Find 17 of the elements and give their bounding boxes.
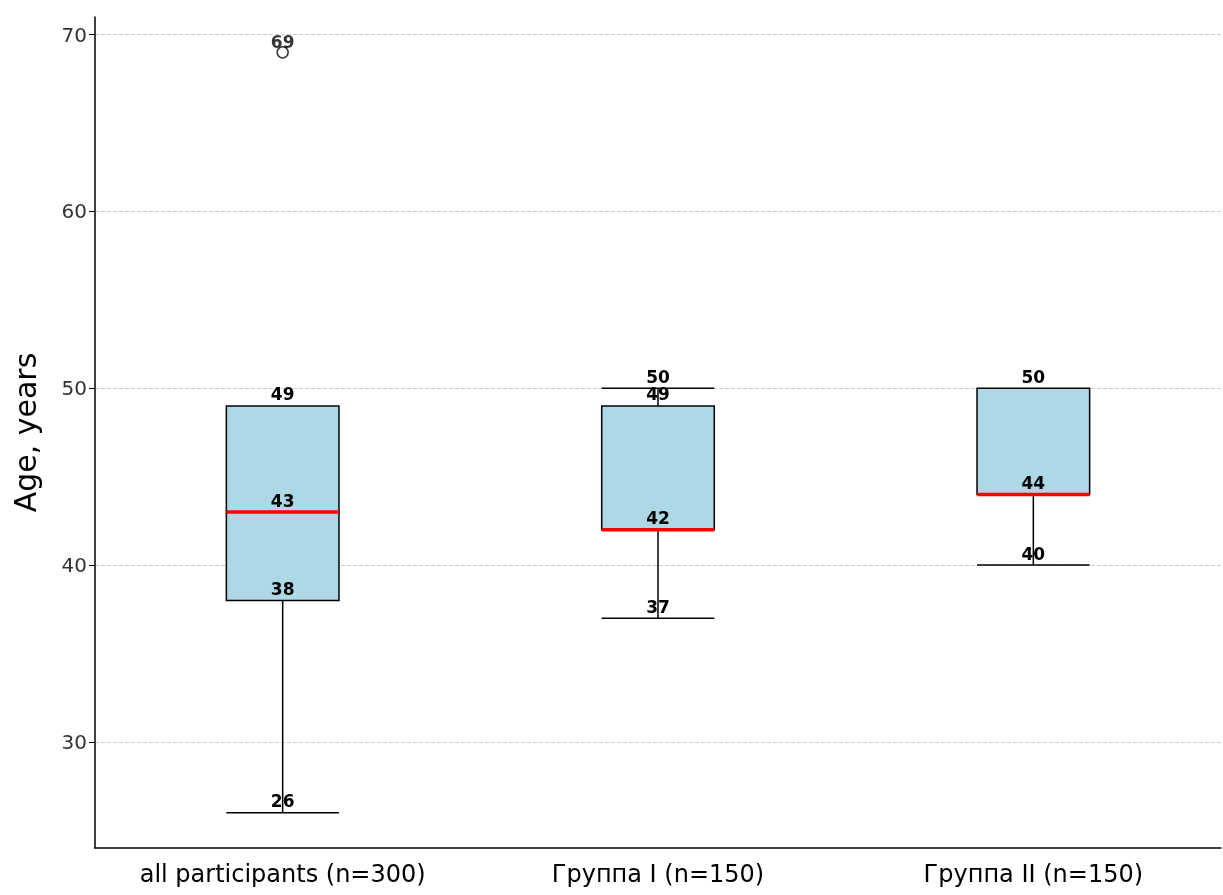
x-tick-label: Группа II (n=150): [923, 860, 1144, 888]
annotation: 42: [646, 508, 670, 529]
annotation: 44: [1021, 472, 1046, 493]
y-axis-title: Age, years: [7, 352, 43, 513]
y-tick-label: 70: [61, 22, 87, 47]
annotation: 43: [270, 490, 295, 511]
annotation: 49: [270, 384, 295, 405]
annotation: 50: [646, 366, 670, 387]
annotation: 38: [270, 578, 295, 599]
y-tick-label: 50: [61, 376, 87, 401]
y-tick-label: 60: [61, 199, 87, 224]
x-tick-label: all participants (n=300): [139, 860, 426, 888]
y-tick-label: 40: [61, 553, 87, 578]
x-tick-label: Группа I (n=150): [551, 860, 765, 888]
y-tick-label: 30: [61, 729, 87, 754]
data-label: 69: [270, 31, 295, 52]
annotation: 50: [1021, 366, 1046, 387]
